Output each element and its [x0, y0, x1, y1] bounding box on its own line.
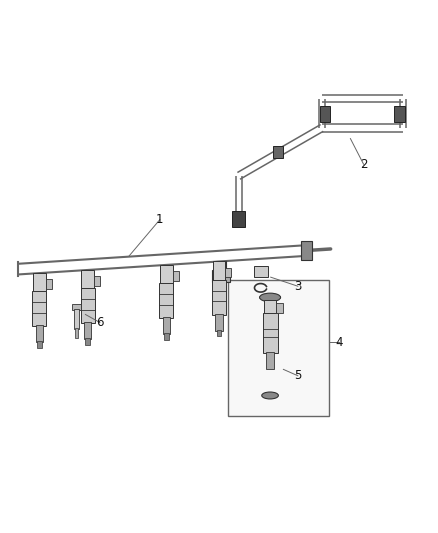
Bar	[72, 304, 81, 310]
Bar	[217, 330, 221, 336]
Bar	[163, 317, 170, 334]
Bar	[225, 268, 231, 278]
Bar	[32, 291, 46, 326]
Bar	[301, 241, 312, 260]
Bar	[228, 280, 328, 416]
Bar	[232, 211, 245, 227]
Bar	[173, 271, 179, 281]
Bar	[46, 279, 52, 289]
Bar	[36, 325, 43, 342]
Bar	[159, 283, 173, 318]
Text: 2: 2	[360, 158, 367, 171]
Text: 1: 1	[156, 213, 164, 226]
Bar	[394, 106, 405, 122]
Ellipse shape	[260, 293, 281, 302]
Bar	[276, 303, 283, 313]
Bar	[212, 280, 226, 315]
Text: 6: 6	[96, 316, 104, 329]
Bar	[33, 273, 46, 293]
Text: 4: 4	[336, 336, 343, 349]
Bar	[213, 262, 225, 282]
Bar	[320, 106, 330, 122]
Text: 3: 3	[294, 280, 301, 293]
Bar	[216, 261, 226, 272]
Bar	[160, 265, 173, 285]
Bar	[74, 309, 79, 329]
Bar	[266, 352, 275, 369]
Bar	[85, 338, 90, 345]
Bar	[81, 270, 94, 290]
Bar	[273, 146, 283, 158]
Bar	[37, 341, 42, 348]
Bar	[254, 266, 268, 277]
Bar	[75, 328, 78, 338]
Bar	[94, 277, 100, 286]
Bar	[164, 333, 169, 340]
Ellipse shape	[262, 392, 279, 399]
Bar	[84, 322, 91, 340]
Bar	[81, 288, 95, 324]
Text: 5: 5	[294, 369, 301, 382]
Bar	[263, 313, 278, 353]
Bar	[212, 270, 230, 281]
Bar	[215, 314, 223, 331]
Bar	[264, 300, 276, 316]
